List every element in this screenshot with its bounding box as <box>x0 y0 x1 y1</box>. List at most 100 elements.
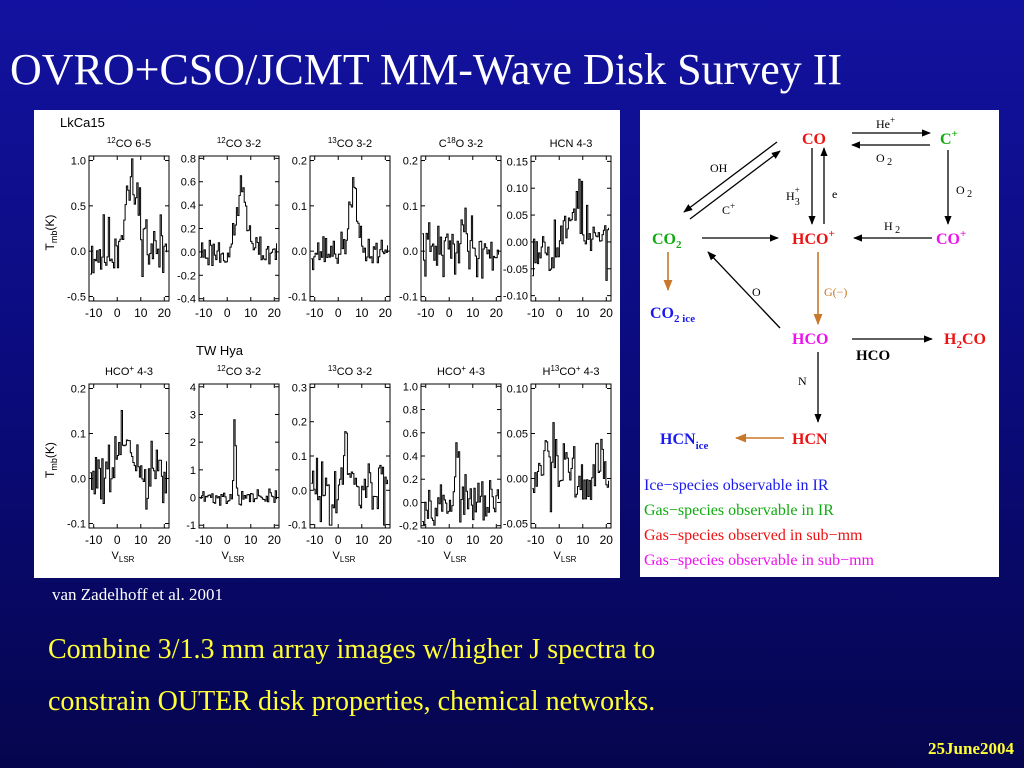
edge-label-h2: H 2 <box>884 219 900 236</box>
x-tick-label: 0 <box>446 533 453 547</box>
network-arrows <box>683 129 952 423</box>
x-axis-label: VLSR <box>112 550 135 564</box>
y-tick-label: 0.10 <box>507 384 528 396</box>
edge-label-h3-plus: H+ 3 <box>786 185 800 208</box>
legend-gas-submm-observed: Gas−species observed in sub−mm <box>644 527 863 544</box>
y-tick-label: -0.1 <box>288 291 307 303</box>
panel-title: HCO+ 4-3 <box>105 364 153 378</box>
y-tick-label: 0.0 <box>71 474 86 486</box>
arrow-hco-to-co2 <box>707 251 781 329</box>
x-tick-label: 10 <box>134 533 148 547</box>
x-tick-label: 10 <box>576 306 590 320</box>
x-tick-label: 20 <box>268 533 282 547</box>
node-hcn: HCN <box>792 431 828 448</box>
x-tick-label: -10 <box>85 306 103 320</box>
spectra-grid: LkCa15 TW Hya Tmb(K) 12CO 6-5 1.0 0.5 0.0 -0.5 -… <box>43 115 613 564</box>
y-tick-label: 0.10 <box>507 183 528 195</box>
y-tick-label: 0.6 <box>403 428 418 440</box>
x-tick-label: 10 <box>466 533 480 547</box>
y-tick-label: -0.4 <box>177 294 196 306</box>
x-tick-label: 0 <box>446 306 453 320</box>
x-tick-label: 20 <box>600 533 614 547</box>
y-tick-label: 0.8 <box>181 153 196 165</box>
x-tick-label: 10 <box>134 306 148 320</box>
spectrum-line <box>311 177 388 271</box>
x-tick-label: 10 <box>244 306 258 320</box>
panel-frame <box>88 383 170 529</box>
y-tick-label: -0.10 <box>503 291 528 303</box>
y-tick-label: -0.1 <box>399 291 418 303</box>
y-tick-label: 0.4 <box>403 451 418 463</box>
x-tick-label: 10 <box>466 306 480 320</box>
edge-label-c-plus: C+ <box>722 201 735 217</box>
date-label: 25June2004 <box>928 739 1014 758</box>
y-tick-label: 0.8 <box>403 405 418 417</box>
spectra-figure: LkCa15 TW Hya Tmb(K) 12CO 6-5 1.0 0.5 0.0 -0.5 -… <box>34 110 620 578</box>
caption-line-1: Combine 3/1.3 mm array images w/higher J… <box>48 634 656 665</box>
y-tick-label: 0.0 <box>181 247 196 259</box>
spectrum-panel-r0-c2: 13CO 3-2 0.2 0.1 0.0 -0.1 -10 0 10 20 <box>288 136 392 320</box>
edge-label-n: N <box>798 374 807 388</box>
y-tick-label: 0.1 <box>292 451 307 463</box>
y-tick-label: 2 <box>190 437 196 449</box>
source-label-lkca15: LkCa15 <box>60 115 105 130</box>
x-axis-label: VLSR <box>444 550 467 564</box>
y-tick-label: 0.1 <box>71 429 86 441</box>
edge-label-he-plus: He+ <box>876 115 895 131</box>
edge-label-o: O <box>752 285 761 299</box>
panel-title: C18O 3-2 <box>439 136 483 150</box>
spectrum-line <box>532 178 609 281</box>
x-tick-label: 10 <box>576 533 590 547</box>
y-tick-label: 0.5 <box>71 201 86 213</box>
y-tick-label: -0.2 <box>399 521 418 533</box>
y-tick-label: 0.2 <box>403 156 418 168</box>
panel-title: 12CO 3-2 <box>217 136 261 150</box>
network-legend: Ice−species observable in IR Gas−species… <box>644 477 875 569</box>
x-tick-label: -10 <box>195 533 213 547</box>
spectrum-panel-r1-c4: H13CO+ 4-3 0.10 0.05 0.00 -0.05 -10 0 10 20 VLSR <box>503 364 613 564</box>
x-tick-label: -10 <box>306 533 324 547</box>
panel-title: 13CO 3-2 <box>328 364 372 378</box>
spectrum-panel-r0-c0: 12CO 6-5 1.0 0.5 0.0 -0.5 -10 0 10 20 <box>67 136 171 320</box>
y-tick-label: 0.4 <box>181 200 196 212</box>
node-h2co: H2CO <box>944 331 986 351</box>
edge-label-hco-product: HCO <box>856 348 890 364</box>
panel-frame <box>88 155 170 302</box>
y-tick-label: 0.2 <box>292 156 307 168</box>
x-tick-label: 20 <box>158 306 172 320</box>
x-tick-label: 0 <box>224 533 231 547</box>
y-tick-label: 0.2 <box>181 224 196 236</box>
arrow-co2-to-co <box>689 150 781 220</box>
network-svg: CO C+ CO2 HCO+ CO+ CO2 ice HCO H2CO HCN … <box>644 115 986 569</box>
panel-title: 12CO 3-2 <box>217 364 261 378</box>
node-co2-ice: CO2 ice <box>650 305 695 325</box>
x-tick-label: 0 <box>335 306 342 320</box>
y-tick-label: 0.0 <box>71 246 86 258</box>
x-tick-label: -10 <box>527 533 545 547</box>
spectrum-line <box>311 431 388 526</box>
x-axis-label: VLSR <box>554 550 577 564</box>
x-tick-label: 20 <box>490 533 504 547</box>
spectrum-line <box>200 419 277 506</box>
edge-label-oh: OH <box>710 161 728 175</box>
x-tick-label: 10 <box>244 533 258 547</box>
y-tick-label: -0.1 <box>67 519 86 531</box>
y-tick-label: 0.15 <box>507 156 528 168</box>
x-tick-label: 0 <box>335 533 342 547</box>
y-axis-label: Tmb(K) <box>43 442 59 478</box>
x-tick-label: -10 <box>85 533 103 547</box>
x-tick-label: 10 <box>355 306 369 320</box>
y-tick-label: -0.5 <box>67 291 86 303</box>
x-tick-label: -10 <box>306 306 324 320</box>
edge-label-o2-right: O 2 <box>956 183 972 200</box>
panel-frame <box>309 155 391 302</box>
panel-frame <box>530 383 612 529</box>
spectrum-panel-r1-c3: HCO+ 4-3 1.0 0.8 0.6 0.4 0.2 0.0 -0.2-10 0 10 20 VL… <box>399 364 503 564</box>
x-tick-label: 0 <box>114 306 121 320</box>
panel-frame <box>420 155 502 302</box>
spectrum-line <box>90 158 167 277</box>
y-tick-label: -0.05 <box>503 519 528 531</box>
y-tick-label: -0.05 <box>503 264 528 276</box>
chemical-network-diagram: CO C+ CO2 HCO+ CO+ CO2 ice HCO H2CO HCN … <box>640 110 999 577</box>
